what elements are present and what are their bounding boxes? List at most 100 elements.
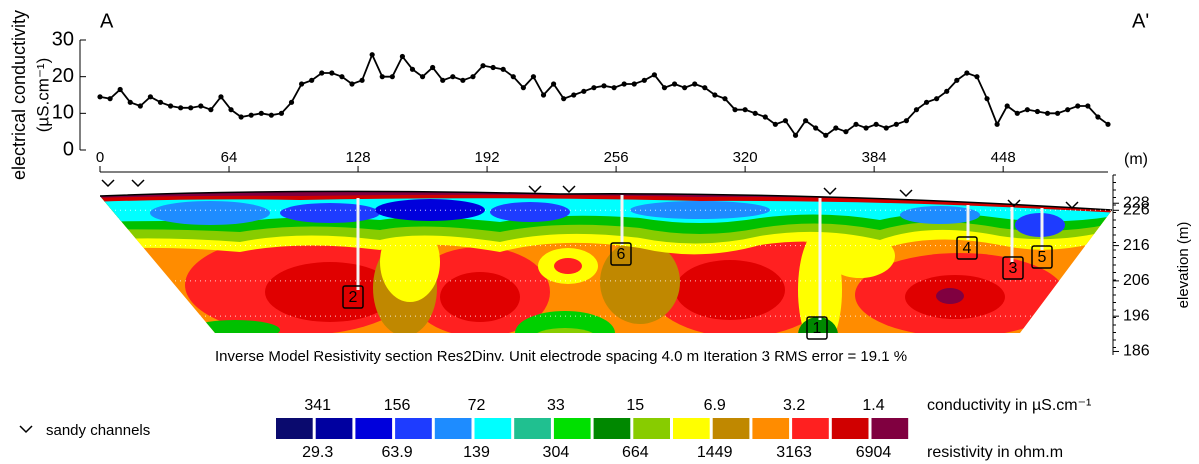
data-point (601, 83, 607, 89)
data-point (359, 77, 365, 83)
data-point (792, 132, 799, 138)
label-a-prime: A' (1132, 10, 1149, 32)
data-point (510, 74, 516, 80)
data-point (379, 74, 385, 80)
y-tick-label: 196 (1123, 307, 1150, 324)
data-point (712, 92, 718, 98)
data-point (430, 64, 436, 71)
x-tick-label: 128 (346, 149, 371, 166)
conductivity-line (99, 52, 1109, 137)
data-point (1004, 103, 1010, 109)
color-swatch (792, 418, 829, 439)
marker-label: 2 (349, 289, 358, 306)
resistivity-label: 1449 (697, 444, 733, 461)
data-point (1105, 121, 1111, 127)
data-point (349, 81, 355, 87)
resistivity-label: 139 (463, 444, 490, 461)
resistivity-label: 664 (622, 444, 649, 461)
marker-label: 1 (813, 320, 822, 337)
data-point (480, 63, 486, 69)
data-point (137, 103, 143, 109)
data-point (500, 66, 506, 72)
color-swatch (514, 418, 551, 439)
data-point (934, 96, 940, 102)
data-point (258, 110, 264, 116)
y-tick-label: 216 (1123, 237, 1150, 254)
x-tick-label: 192 (475, 149, 500, 166)
data-point (278, 110, 285, 116)
data-point (591, 85, 597, 91)
data-point (299, 81, 305, 87)
data-point (994, 121, 1000, 127)
data-point (1014, 110, 1020, 116)
data-point (581, 88, 587, 94)
data-point (147, 94, 153, 100)
data-point (621, 81, 627, 87)
marker-box (806, 316, 828, 340)
section-image (100, 191, 1112, 333)
resistivity-label: 6904 (856, 444, 892, 461)
data-point (833, 125, 839, 131)
data-point (288, 99, 295, 105)
data-point (540, 92, 547, 98)
data-point (208, 107, 214, 113)
data-point (419, 74, 426, 80)
marker-label: 6 (617, 246, 626, 263)
marker-box (956, 236, 978, 260)
elevation-title: elevation (m) (1175, 222, 1192, 309)
x-tick-label: 64 (221, 149, 238, 166)
data-point (853, 121, 859, 127)
marker-label: 4 (963, 240, 972, 257)
color-swatch (593, 418, 631, 439)
data-point (883, 125, 889, 131)
color-swatch (315, 418, 353, 439)
data-point (1024, 107, 1030, 113)
conductivity-label: 6.9 (704, 397, 726, 414)
color-swatch (553, 418, 591, 439)
label-a: A (100, 10, 114, 32)
marker-box (1002, 256, 1024, 280)
data-point (651, 72, 658, 78)
data-point (520, 85, 526, 91)
data-point (309, 77, 315, 83)
y-tick-label: 30 (52, 28, 74, 50)
y-tick-label: 186 (1123, 343, 1150, 360)
color-swatch (673, 418, 710, 439)
data-point (440, 77, 446, 83)
data-point (913, 107, 920, 113)
data-point (863, 125, 869, 131)
data-point (742, 107, 748, 113)
x-tick-label: 256 (604, 149, 629, 166)
resistivity-label: 63.9 (382, 444, 413, 461)
conductivity-label: 3.2 (783, 397, 805, 414)
x-tick-label: 384 (862, 149, 887, 166)
marker-label: 5 (1038, 249, 1047, 266)
data-point (470, 74, 476, 80)
data-point (409, 66, 416, 72)
data-point (873, 121, 879, 127)
data-point (702, 85, 708, 91)
data-point (1034, 108, 1041, 115)
resistivity-title: resistivity in ohm.m (927, 444, 1063, 461)
conductivity-label: 156 (384, 397, 411, 414)
color-swatch (276, 418, 313, 439)
data-point (198, 103, 204, 109)
conductivity-title: conductivity in µS.cm⁻¹ (927, 397, 1091, 414)
data-point (722, 96, 728, 102)
data-point (561, 96, 567, 102)
data-point (1085, 103, 1091, 109)
channel-label: sandy channels (46, 422, 150, 439)
data-point (893, 121, 899, 127)
data-point (571, 92, 577, 98)
y-axis-title: electrical conductivity (9, 10, 29, 180)
color-swatch (712, 418, 750, 439)
marker-box (342, 285, 364, 309)
data-point (178, 105, 184, 111)
conductivity-label: 15 (626, 397, 644, 414)
y-tick-label: 206 (1123, 272, 1150, 289)
marker-label: 3 (1009, 260, 1018, 277)
data-point (268, 112, 274, 118)
data-point (248, 112, 254, 118)
data-point (752, 110, 758, 116)
color-swatch (474, 418, 512, 439)
